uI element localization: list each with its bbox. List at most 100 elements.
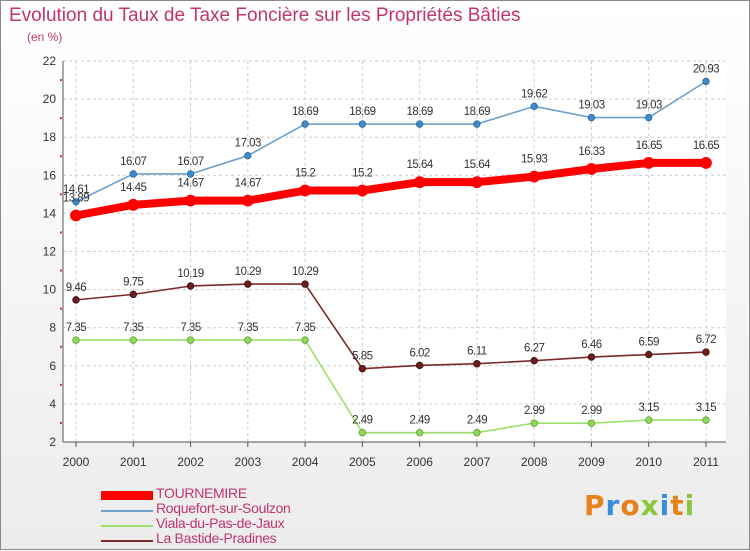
data-point	[587, 353, 596, 361]
data-point	[585, 163, 598, 175]
data-label: 20.93	[693, 63, 719, 75]
data-point	[129, 336, 137, 344]
data-point	[415, 120, 424, 128]
y-minor-mark	[60, 193, 62, 196]
data-label: 3.15	[639, 402, 659, 414]
legend-label-bastide: La Bastide-Pradines	[156, 530, 277, 546]
logo-letter: t	[670, 489, 685, 522]
series-line	[75, 80, 707, 203]
proxiti-logo: Proxiti	[584, 489, 695, 522]
data-label: 7.35	[66, 322, 86, 334]
data-point	[415, 428, 424, 437]
data-label: 16.07	[120, 156, 146, 168]
data-label: 15.64	[406, 159, 433, 171]
y-tick-label: 10	[43, 283, 57, 297]
legend-label-roquefort: Roquefort-sur-Soulzon	[156, 500, 291, 516]
logo-letter: x	[640, 489, 660, 522]
x-tick-label: 2007	[464, 455, 491, 469]
data-label: 2.49	[467, 415, 487, 427]
data-point	[184, 194, 197, 207]
data-label: 16.07	[177, 156, 203, 168]
y-minor-mark	[60, 117, 62, 120]
data-point	[356, 184, 369, 197]
data-point	[70, 209, 82, 222]
data-point	[642, 157, 655, 169]
y-minor-mark	[60, 79, 62, 82]
chart-unit-label: (en %)	[27, 30, 63, 44]
data-label: 14.61	[63, 184, 89, 196]
legend-swatch-viala	[101, 525, 153, 527]
data-point	[702, 348, 710, 356]
data-point	[530, 356, 538, 365]
data-label: 7.35	[295, 322, 315, 334]
data-point	[587, 113, 596, 122]
data-point	[645, 350, 653, 359]
data-point	[186, 282, 195, 290]
data-label: 18.69	[349, 106, 375, 118]
data-point	[473, 360, 481, 368]
data-label: 9.75	[123, 276, 143, 288]
data-label: 14.67	[235, 178, 261, 190]
data-label: 15.64	[464, 159, 491, 171]
data-point	[299, 184, 311, 197]
series-line	[72, 158, 710, 220]
x-tick-label: 2008	[521, 455, 548, 469]
data-label: 6.59	[639, 337, 659, 349]
y-tick-label: 16	[43, 168, 57, 182]
y-tick-label: 20	[43, 92, 57, 106]
data-label: 3.15	[696, 402, 716, 414]
x-tick-label: 2006	[406, 455, 433, 469]
data-label: 13.89	[63, 192, 89, 204]
logo-letter: o	[620, 489, 641, 522]
data-label: 2.99	[524, 405, 544, 417]
series-line	[75, 283, 707, 370]
data-point	[645, 113, 653, 122]
data-point	[587, 419, 596, 427]
series-line	[75, 339, 707, 434]
data-label: 19.62	[521, 88, 547, 100]
legend-swatch-bastide	[101, 540, 153, 542]
legend-label-viala: Viala-du-Pas-de-Jaux	[156, 515, 285, 531]
legend-swatch-roquefort	[101, 510, 153, 512]
x-tick-label: 2011	[693, 455, 719, 469]
data-label: 10.29	[235, 266, 261, 278]
data-label: 7.35	[180, 322, 200, 334]
y-tick-label: 14	[43, 206, 57, 220]
y-minor-mark	[60, 345, 62, 348]
data-label: 6.46	[581, 339, 601, 351]
data-label: 16.33	[578, 146, 604, 158]
data-label: 10.19	[177, 268, 203, 280]
x-tick-label: 2003	[234, 455, 261, 469]
y-minor-mark	[60, 155, 62, 158]
data-label: 6.11	[467, 346, 487, 358]
data-label: 15.93	[521, 154, 547, 166]
logo-letter: i	[659, 489, 671, 522]
y-tick-label: 4	[49, 397, 56, 411]
x-tick-label: 2004	[292, 455, 319, 469]
data-point	[700, 157, 712, 169]
data-point	[301, 280, 309, 288]
data-point	[471, 176, 483, 189]
data-point	[473, 428, 481, 437]
x-tick-label: 2010	[635, 455, 662, 469]
data-label: 2.49	[352, 415, 372, 427]
x-tick-label: 2000	[63, 455, 90, 469]
data-point	[72, 336, 80, 344]
data-label: 17.03	[235, 138, 261, 150]
data-point	[645, 416, 653, 424]
x-tick-label: 2002	[177, 455, 204, 469]
data-label: 19.03	[578, 100, 604, 112]
logo-letter: r	[605, 489, 621, 522]
x-tick-label: 2009	[578, 455, 605, 469]
data-label: 14.45	[120, 182, 146, 194]
y-minor-mark	[60, 269, 62, 272]
data-label: 16.65	[693, 140, 719, 152]
chart-title: Evolution du Taux de Taxe Foncière sur l…	[9, 5, 521, 26]
data-point	[702, 77, 710, 86]
data-label: 6.72	[696, 334, 716, 346]
data-label: 9.46	[66, 282, 86, 294]
data-label: 18.69	[406, 106, 432, 118]
data-label: 15.2	[352, 168, 372, 180]
